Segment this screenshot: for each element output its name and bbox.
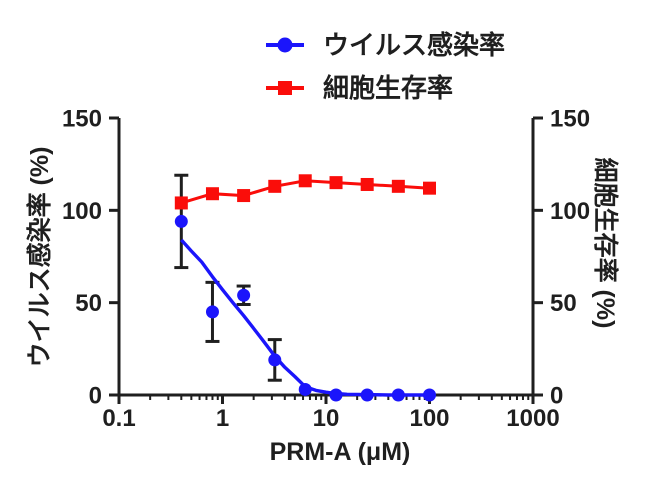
legend-item-virus: ウイルス感染率 (264, 29, 505, 61)
x-tick-label: 100 (409, 405, 449, 432)
y-left-tick-label: 150 (62, 106, 102, 133)
viability-data-point (423, 181, 436, 195)
viability-data-point (205, 187, 219, 201)
x-tick-label: 10 (313, 405, 340, 432)
viability-data-point (391, 179, 405, 193)
legend-label-virus: ウイルス感染率 (323, 30, 506, 60)
y-left-tick-label: 100 (62, 198, 102, 225)
virus-fit-curve (180, 238, 433, 397)
legend-item-viability: 細胞生存率 (264, 72, 453, 104)
x-tick-label: 1 (216, 405, 229, 432)
y-right-tick-label: 100 (550, 198, 590, 225)
viability-data-point (329, 176, 343, 190)
x-axis-title: PRM-A (μM) (269, 438, 411, 466)
x-tick-label: 1000 (506, 405, 559, 432)
virus-data-point (205, 305, 219, 319)
viability-data-point (360, 177, 374, 191)
virus-data-point (237, 288, 251, 302)
y-right-tick-label: 150 (550, 106, 590, 133)
virus-data-point (174, 214, 188, 228)
x-tick-label: 0.1 (102, 405, 135, 432)
virus-data-point (423, 388, 436, 402)
virus-data-point (268, 353, 282, 367)
legend-label-viability: 細胞生存率 (323, 73, 454, 103)
viability-legend-marker-icon (266, 81, 304, 95)
y-left-tick-label: 0 (89, 383, 102, 410)
viability-data-point (237, 189, 251, 203)
viability-data-point (174, 196, 188, 210)
virus-legend-marker-icon (266, 37, 304, 53)
viability-data-point (298, 174, 312, 188)
y-right-tick-label: 0 (550, 383, 563, 410)
virus-data-point (298, 382, 312, 396)
y-right-tick-label: 50 (550, 290, 577, 317)
virus-data-point (329, 388, 343, 402)
y-left-tick-label: 50 (75, 290, 102, 317)
virus-data-point (391, 388, 405, 402)
viability-data-point (268, 179, 282, 193)
virus-data-point (360, 388, 374, 402)
